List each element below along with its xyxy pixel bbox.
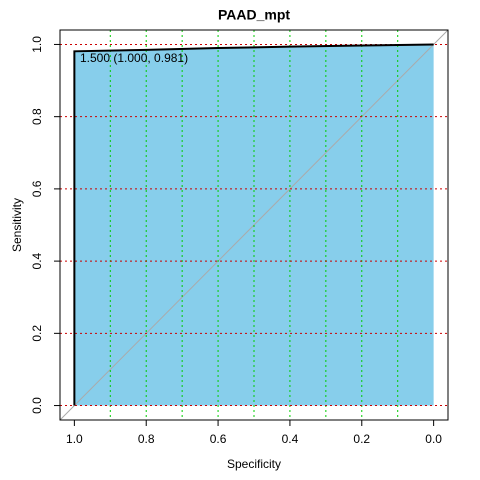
x-tick-label: 0.2 xyxy=(353,432,370,446)
chart-title: PAAD_mpt xyxy=(218,7,290,23)
x-tick-label: 0.6 xyxy=(210,432,227,446)
y-tick-label: 0.4 xyxy=(30,252,44,269)
x-tick-label: 0.4 xyxy=(282,432,299,446)
x-axis-label: Specificity xyxy=(227,457,281,471)
x-tick-label: 1.0 xyxy=(66,432,83,446)
y-axis-label: Sensitivity xyxy=(10,198,24,252)
y-tick-label: 0.8 xyxy=(30,108,44,125)
y-tick-label: 1.0 xyxy=(30,36,44,53)
x-tick-label: 0.0 xyxy=(425,432,442,446)
roc-curve xyxy=(73,43,434,406)
annotation: 1.500 (1.000, 0.981) xyxy=(80,51,188,65)
x-tick-label: 0.8 xyxy=(138,432,155,446)
y-tick-label: 0.6 xyxy=(30,180,44,197)
y-tick-label: 0.0 xyxy=(30,397,44,414)
y-tick-label: 0.2 xyxy=(30,325,44,342)
plot-frame xyxy=(59,29,449,421)
